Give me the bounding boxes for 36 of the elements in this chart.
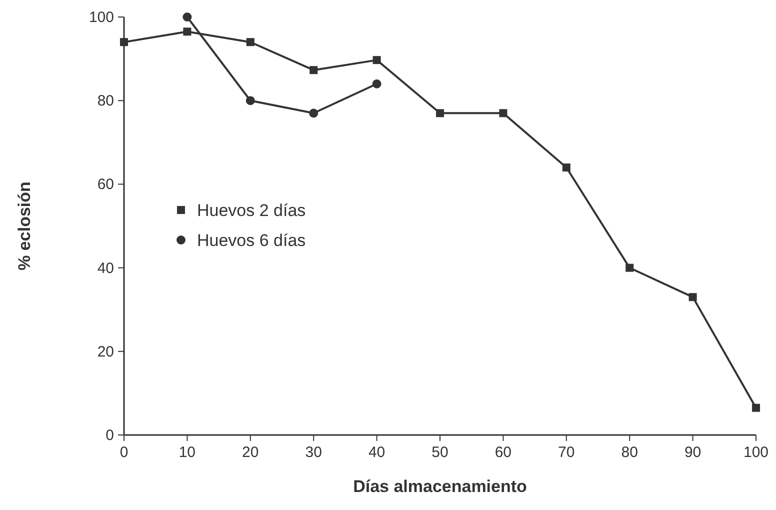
legend-label: Huevos 2 días: [197, 201, 306, 220]
y-tick-label: 60: [97, 176, 114, 194]
y-axis-title: % eclosión: [15, 182, 34, 270]
x-tick-label: 100: [743, 444, 769, 461]
point: [688, 293, 697, 302]
y-tick-label: 80: [97, 92, 114, 110]
y-tick-label: 20: [97, 343, 114, 360]
x-tick-label: 30: [305, 444, 322, 461]
point: [246, 96, 255, 106]
x-tick-label: 20: [242, 444, 259, 461]
point: [372, 56, 381, 64]
x-tick-label: 60: [494, 444, 512, 461]
x-tick-label: 50: [432, 444, 448, 461]
x-tick-label: 40: [368, 444, 386, 461]
x-tick-label: 90: [684, 444, 702, 461]
point: [562, 163, 570, 172]
point: [310, 66, 318, 74]
x-tick-label: 70: [558, 444, 575, 461]
point: [626, 264, 634, 272]
point: [499, 109, 508, 118]
x-tick-label: 10: [178, 444, 196, 461]
y-tick-label: 100: [88, 9, 114, 26]
y-tick-label: 40: [97, 260, 114, 277]
point: [436, 109, 444, 118]
point: [183, 28, 192, 36]
point: [309, 108, 318, 118]
point: [246, 38, 254, 46]
x-tick-label: 0: [120, 444, 128, 461]
point: [372, 79, 382, 88]
y-tick-label: 0: [106, 427, 114, 444]
point: [182, 12, 192, 22]
legend-label: Huevos 6 días: [197, 231, 306, 250]
x-axis-title: Días almacenamiento: [353, 477, 527, 496]
point: [120, 38, 128, 46]
point: [752, 404, 760, 412]
x-tick-label: 80: [621, 444, 638, 461]
